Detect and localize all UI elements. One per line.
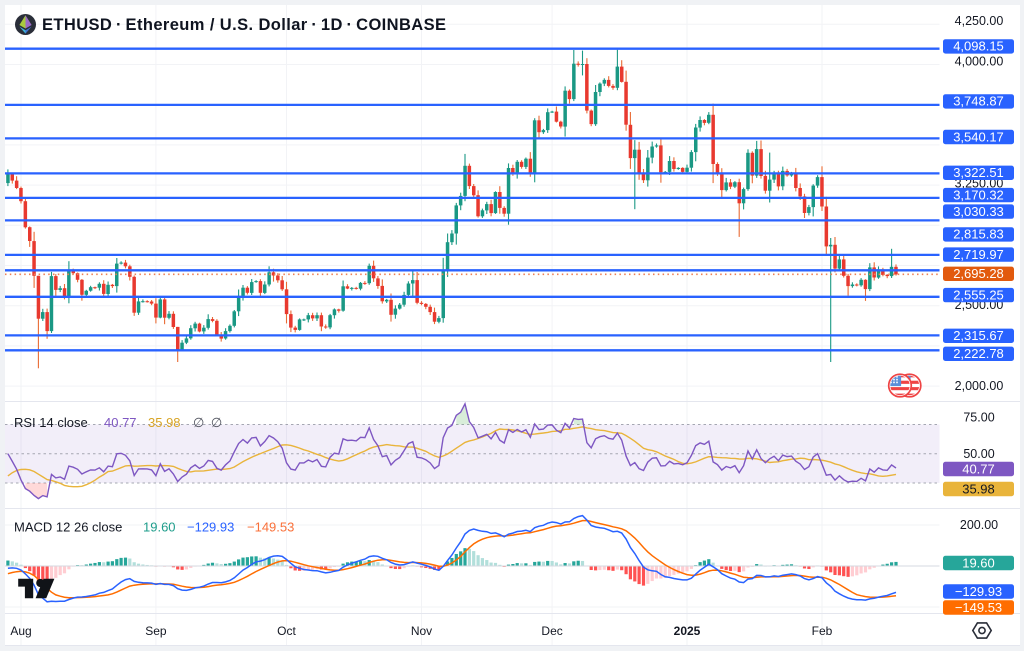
svg-text:2,000.00: 2,000.00 <box>955 379 1004 393</box>
svg-text:3,030.33: 3,030.33 <box>953 204 1004 219</box>
svg-text:40.77: 40.77 <box>962 461 995 476</box>
svg-text:−129.93: −129.93 <box>187 520 234 535</box>
svg-text:Nov: Nov <box>411 624 432 638</box>
svg-text:4,000.00: 4,000.00 <box>955 55 1004 69</box>
svg-text:2,222.78: 2,222.78 <box>953 346 1004 361</box>
svg-text:2,695.28: 2,695.28 <box>953 266 1004 281</box>
svg-text:−149.53: −149.53 <box>247 520 294 535</box>
svg-text:RSI 14 close: RSI 14 close <box>14 415 88 430</box>
svg-text:ETHUSD · Ethereum / U.S. Dolla: ETHUSD · Ethereum / U.S. Dollar · 1D · C… <box>42 16 446 34</box>
svg-text:40.77: 40.77 <box>104 415 137 430</box>
svg-text:−149.53: −149.53 <box>955 600 1002 615</box>
svg-text:Oct: Oct <box>277 624 296 638</box>
svg-text:75.00: 75.00 <box>963 410 994 424</box>
svg-text:Feb: Feb <box>812 624 833 638</box>
svg-text:3,322.51: 3,322.51 <box>953 165 1004 180</box>
svg-text:35.98: 35.98 <box>962 481 995 496</box>
svg-text:2,719.97: 2,719.97 <box>953 247 1004 262</box>
svg-text:2,315.67: 2,315.67 <box>953 328 1004 343</box>
svg-text:MACD 12 26 close: MACD 12 26 close <box>14 520 122 535</box>
svg-text:3,540.17: 3,540.17 <box>953 129 1004 144</box>
svg-text:2025: 2025 <box>674 624 701 638</box>
svg-text:Dec: Dec <box>541 624 562 638</box>
svg-text:35.98: 35.98 <box>148 415 181 430</box>
svg-text:∅ ∅: ∅ ∅ <box>193 415 222 430</box>
svg-text:4,098.15: 4,098.15 <box>953 39 1004 54</box>
svg-text:200.00: 200.00 <box>960 518 998 532</box>
svg-text:19.60: 19.60 <box>962 555 995 570</box>
svg-text:4,250.00: 4,250.00 <box>955 14 1004 28</box>
svg-text:2,815.83: 2,815.83 <box>953 227 1004 242</box>
svg-text:3,748.87: 3,748.87 <box>953 94 1004 109</box>
svg-text:−129.93: −129.93 <box>955 584 1002 599</box>
svg-text:2,555.25: 2,555.25 <box>953 287 1004 302</box>
svg-text:19.60: 19.60 <box>143 520 176 535</box>
svg-text:Sep: Sep <box>145 624 167 638</box>
svg-text:3,170.32: 3,170.32 <box>953 187 1004 202</box>
svg-text:Aug: Aug <box>10 624 31 638</box>
svg-text:50.00: 50.00 <box>963 447 994 461</box>
